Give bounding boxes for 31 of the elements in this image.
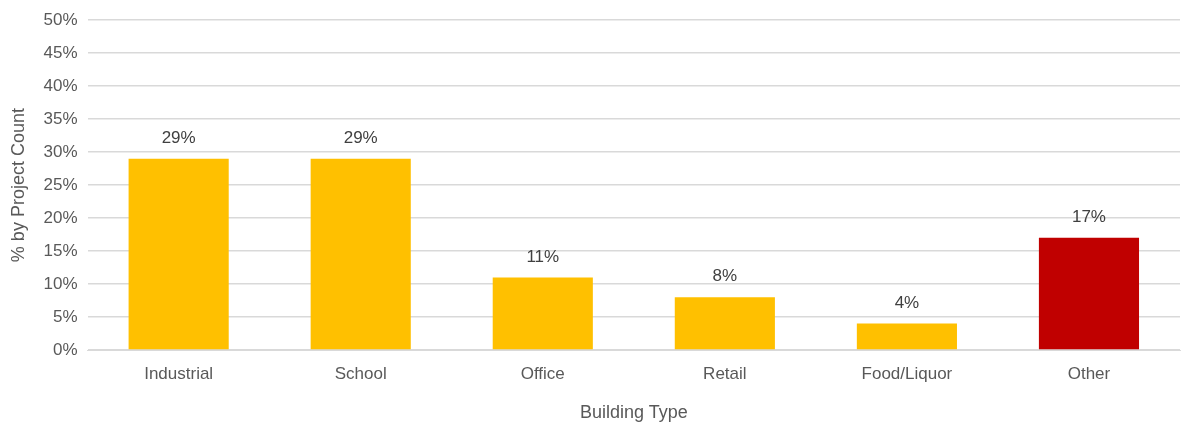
y-tick-label: 25% — [43, 174, 78, 194]
data-label: 11% — [526, 246, 560, 266]
data-label: 29% — [343, 127, 378, 147]
bar — [856, 323, 957, 350]
x-tick-label: Retail — [703, 363, 747, 383]
y-axis-title: % by Project Count — [7, 108, 28, 263]
data-label: 17% — [1071, 207, 1106, 227]
y-tick-label: 30% — [43, 141, 78, 161]
x-tick-label: Industrial — [144, 363, 214, 383]
x-tick-label: Food/Liquor — [861, 363, 953, 383]
y-tick-label: 20% — [43, 207, 78, 227]
data-label: 29% — [161, 127, 196, 147]
y-tick-label: 45% — [43, 42, 78, 62]
data-label: 4% — [894, 292, 920, 312]
y-tick-label: 0% — [53, 339, 78, 359]
y-tick-label: 40% — [43, 75, 78, 95]
x-tick-label: Office — [520, 363, 565, 383]
bar — [492, 277, 593, 350]
y-tick-label: 5% — [53, 306, 78, 326]
y-tick-label: 50% — [43, 9, 78, 29]
bar — [310, 158, 411, 350]
bar — [1038, 237, 1140, 350]
x-tick-label: School — [334, 363, 387, 383]
y-tick-label: 15% — [43, 240, 78, 260]
bar — [674, 297, 775, 350]
bar — [128, 158, 229, 350]
x-axis-title: Building Type — [579, 402, 688, 423]
y-tick-label: 10% — [43, 273, 78, 293]
x-tick-label: Other — [1067, 363, 1111, 383]
y-tick-label: 35% — [43, 108, 78, 128]
data-label: 8% — [712, 266, 738, 286]
